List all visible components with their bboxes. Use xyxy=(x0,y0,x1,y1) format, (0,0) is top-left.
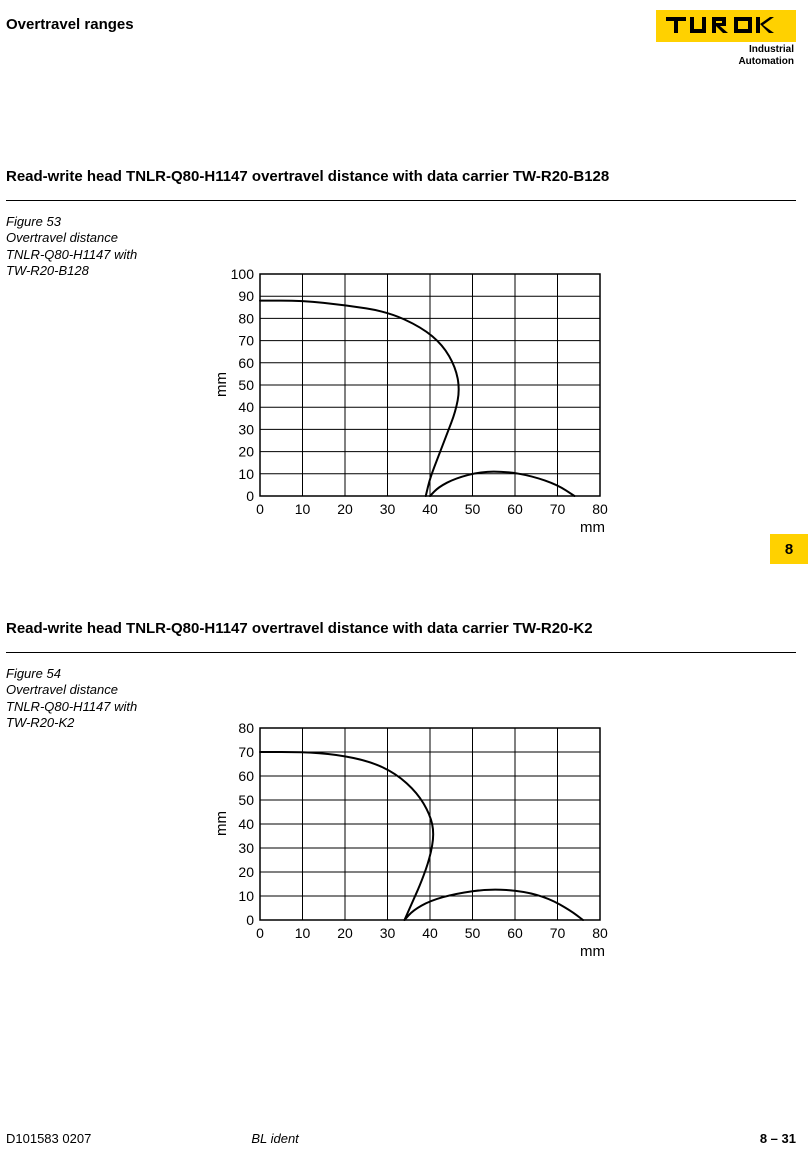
svg-text:40: 40 xyxy=(422,501,438,517)
svg-text:10: 10 xyxy=(238,888,254,904)
svg-text:50: 50 xyxy=(465,925,481,941)
figure-number-2: Figure 54 xyxy=(6,666,61,681)
page: Overtravel ranges xyxy=(0,0,808,1166)
chapter-tab: 8 xyxy=(770,534,808,564)
section-divider-2 xyxy=(6,652,796,653)
svg-text:30: 30 xyxy=(238,421,254,437)
svg-text:30: 30 xyxy=(380,501,396,517)
section-heading-1: Read-write head TNLR-Q80-H1147 overtrave… xyxy=(6,168,609,185)
footer-doctitle: BL ident xyxy=(251,1131,298,1146)
figure-desc-2: Overtravel distance TNLR-Q80-H1147 with … xyxy=(6,682,137,730)
svg-text:30: 30 xyxy=(380,925,396,941)
figure-caption-1: Figure 53 Overtravel distance TNLR-Q80-H… xyxy=(6,214,156,279)
svg-text:10: 10 xyxy=(295,501,311,517)
brand-sub: Industrial Automation xyxy=(656,44,796,67)
page-title: Overtravel ranges xyxy=(6,16,134,33)
footer-docnum: D101583 0207 xyxy=(6,1131,91,1146)
svg-text:20: 20 xyxy=(238,444,254,460)
svg-text:mm: mm xyxy=(580,519,605,536)
overtravel-chart-2: 0 10 20 30 40 50 60 70 80 0 10 20 30 40 50 60 70 80 mm mm xyxy=(210,722,610,966)
svg-text:30: 30 xyxy=(238,840,254,856)
svg-text:10: 10 xyxy=(238,466,254,482)
figure-caption-2: Figure 54 Overtravel distance TNLR-Q80-H… xyxy=(6,666,156,731)
svg-text:mm: mm xyxy=(213,811,230,836)
svg-text:60: 60 xyxy=(238,355,254,371)
svg-text:40: 40 xyxy=(238,816,254,832)
svg-text:mm: mm xyxy=(580,943,605,960)
chapter-tab-label: 8 xyxy=(785,541,793,558)
svg-text:80: 80 xyxy=(238,310,254,326)
svg-text:90: 90 xyxy=(238,288,254,304)
svg-text:40: 40 xyxy=(238,399,254,415)
svg-text:0: 0 xyxy=(256,925,264,941)
svg-text:80: 80 xyxy=(592,925,608,941)
svg-text:100: 100 xyxy=(231,268,255,282)
svg-text:50: 50 xyxy=(238,377,254,393)
svg-text:70: 70 xyxy=(550,925,566,941)
brand-logo-block: Industrial Automation xyxy=(656,10,796,67)
section-heading-2: Read-write head TNLR-Q80-H1147 overtrave… xyxy=(6,620,593,637)
svg-text:0: 0 xyxy=(246,912,254,928)
svg-text:0: 0 xyxy=(246,488,254,504)
svg-text:70: 70 xyxy=(550,501,566,517)
footer-pagenum: 8 – 31 xyxy=(760,1131,796,1146)
figure-desc-1: Overtravel distance TNLR-Q80-H1147 with … xyxy=(6,230,137,278)
svg-text:40: 40 xyxy=(422,925,438,941)
svg-text:80: 80 xyxy=(592,501,608,517)
svg-text:60: 60 xyxy=(507,925,523,941)
section-divider-1 xyxy=(6,200,796,201)
svg-text:60: 60 xyxy=(238,768,254,784)
turck-logo-svg xyxy=(666,14,786,36)
svg-text:80: 80 xyxy=(238,722,254,736)
page-footer: D101583 0207 BL ident 8 – 31 xyxy=(6,1131,796,1146)
svg-text:60: 60 xyxy=(507,501,523,517)
svg-text:0: 0 xyxy=(256,501,264,517)
svg-text:50: 50 xyxy=(465,501,481,517)
brand-logo xyxy=(656,10,796,42)
brand-sub-line2: Automation xyxy=(738,56,794,67)
svg-text:mm: mm xyxy=(213,372,230,397)
svg-text:20: 20 xyxy=(238,864,254,880)
figure-number-1: Figure 53 xyxy=(6,214,61,229)
svg-text:10: 10 xyxy=(295,925,311,941)
svg-text:20: 20 xyxy=(337,501,353,517)
svg-text:70: 70 xyxy=(238,744,254,760)
overtravel-chart-1: 0 10 20 30 40 50 60 70 80 0 10 20 30 40 50 60 70 80 90 100 m… xyxy=(210,268,610,542)
svg-text:50: 50 xyxy=(238,792,254,808)
svg-text:20: 20 xyxy=(337,925,353,941)
svg-text:70: 70 xyxy=(238,333,254,349)
brand-sub-line1: Industrial xyxy=(749,44,794,55)
